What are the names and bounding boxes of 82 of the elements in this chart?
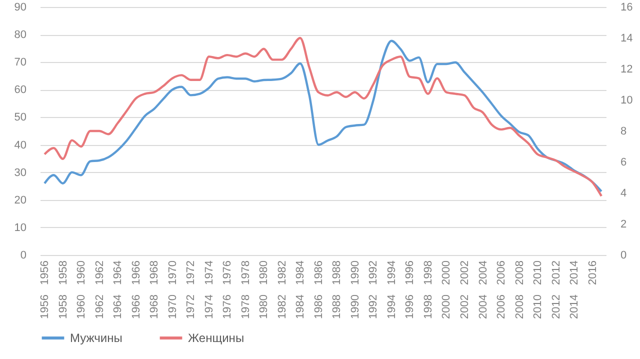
x2-tick-label: 1986 (312, 294, 325, 319)
legend-label: Мужчины (70, 331, 122, 345)
x2-tick-label: 2002 (459, 294, 471, 319)
y2-tick-label: 0 (620, 250, 627, 262)
x2-tick-label: 1998 (422, 294, 434, 319)
x2-tick-label: 1982 (276, 294, 288, 319)
x-tick-label: 1968 (148, 260, 161, 285)
x2-tick-label: 1996 (404, 294, 416, 319)
x2-tick-label: 2010 (532, 294, 544, 319)
x2-tick-label: 1972 (185, 294, 198, 319)
x2-tick-label: 1962 (94, 294, 106, 319)
y2-tick-label: 2 (620, 218, 627, 230)
x-tick-label: 1994 (386, 260, 398, 285)
y-tick-label: 70 (14, 56, 26, 69)
x-tick-label: 2010 (532, 260, 544, 285)
x-tick-label: 2016 (586, 260, 599, 285)
x2-tick-label: 2006 (496, 294, 508, 319)
x-tick-label: 1960 (76, 260, 88, 285)
y2-tick-label: 6 (620, 156, 627, 168)
x2-tick-label: 1960 (76, 294, 88, 319)
x2-tick-label: 2012 (550, 294, 562, 319)
x-tick-label: 1976 (222, 260, 234, 285)
x-tick-label: 1984 (294, 260, 307, 285)
x-tick-label: 1958 (57, 260, 70, 285)
x2-tick-label: 1968 (148, 294, 161, 319)
x-tick-label: 2012 (550, 260, 562, 285)
x-tick-label: 1986 (312, 260, 325, 285)
x2-tick-label: 1966 (130, 294, 142, 319)
x2-tick-label: 2008 (514, 294, 526, 319)
y-tick-label: 0 (20, 250, 26, 262)
y-tick-label: 10 (14, 222, 26, 234)
x2-tick-label: 1984 (294, 294, 307, 319)
x-tick-label: 1996 (404, 260, 416, 285)
y2-tick-label: 12 (620, 64, 633, 76)
x2-tick-label: 2014 (568, 294, 581, 319)
x2-tick-label: 1994 (386, 294, 398, 319)
x-tick-label: 2014 (568, 260, 581, 285)
x-tick-label: 2006 (496, 260, 508, 285)
x-tick-label: 1982 (276, 260, 288, 285)
x-tick-label: 1966 (130, 260, 142, 285)
y-tick-label: 90 (14, 2, 26, 14)
x2-tick-label: 1976 (222, 294, 234, 319)
x-tick-label: 1972 (185, 260, 198, 285)
x2-tick-label: 1992 (368, 294, 380, 319)
x-tick-label: 1992 (368, 260, 380, 285)
y-tick-label: 80 (14, 29, 26, 42)
x2-tick-label: 1970 (166, 294, 179, 319)
x-tick-label: 1980 (258, 260, 270, 285)
x2-tick-label: 1978 (240, 294, 252, 319)
x-tick-label: 2002 (459, 260, 471, 285)
x-tick-label: 1990 (349, 260, 362, 285)
x2-tick-label: 1990 (349, 294, 362, 319)
x2-tick-label: 1974 (203, 294, 216, 319)
x2-tick-label: 1988 (331, 294, 344, 319)
y-tick-label: 20 (14, 194, 26, 206)
x2-tick-label: 1958 (57, 294, 70, 319)
y2-tick-label: 14 (620, 32, 633, 44)
x-tick-label: 2000 (440, 260, 453, 285)
x-tick-label: 1988 (331, 260, 344, 285)
x2-tick-label: 1956 (39, 294, 52, 319)
x-tick-label: 1964 (112, 260, 124, 285)
x2-tick-label: 2004 (477, 294, 490, 319)
legend-label: Женщины (188, 331, 244, 345)
x2-tick-label: 2000 (440, 294, 453, 319)
y-tick-label: 40 (14, 139, 26, 152)
x2-tick-label: 1980 (258, 294, 270, 319)
x-tick-label: 2008 (514, 260, 526, 285)
x-tick-label: 1974 (203, 260, 216, 285)
x-tick-label: 1970 (166, 260, 179, 285)
y-tick-label: 60 (14, 84, 26, 96)
x-tick-label: 1962 (94, 260, 106, 285)
x2-tick-label: 1964 (112, 294, 124, 319)
y2-tick-label: 10 (620, 94, 633, 106)
x-tick-label: 1956 (39, 260, 52, 285)
y-tick-label: 50 (14, 112, 26, 124)
y2-tick-label: 16 (620, 2, 633, 14)
y2-tick-label: 8 (620, 126, 627, 138)
y-tick-label: 30 (14, 166, 26, 179)
x-tick-label: 1998 (422, 260, 434, 285)
x-tick-label: 1978 (240, 260, 252, 285)
x-tick-label: 2004 (477, 260, 490, 285)
y2-tick-label: 4 (620, 188, 627, 200)
